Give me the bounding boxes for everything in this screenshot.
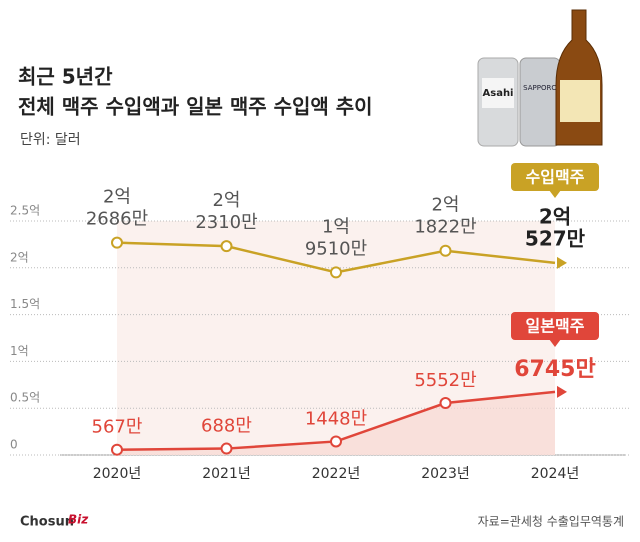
- value-label: 527만: [525, 226, 586, 250]
- x-tick-label: 2023년: [421, 466, 470, 482]
- legend-pointer: [549, 190, 561, 198]
- beer-illustration: Asahi SAPPORO: [477, 9, 603, 147]
- x-tick-label: 2021년: [202, 466, 251, 482]
- logo: Chosun: [20, 515, 74, 530]
- y-tick-label: 1.5억: [10, 297, 40, 311]
- marker: [111, 443, 123, 456]
- marker: [439, 397, 452, 410]
- y-tick-label: 0: [10, 438, 18, 452]
- svg-text:Asahi: Asahi: [483, 88, 514, 99]
- subtitle: 단위: 달러: [20, 132, 81, 148]
- legend-box: [511, 312, 599, 340]
- marker: [220, 240, 233, 253]
- value-label: 1822만: [414, 217, 476, 238]
- svg-text:SAPPORO: SAPPORO: [523, 84, 557, 92]
- logo: Biz: [68, 513, 89, 527]
- legend-label: 수입맥주: [526, 168, 585, 187]
- value-label: 688만: [201, 416, 252, 437]
- marker: [330, 266, 342, 279]
- value-label: 2억: [103, 187, 131, 208]
- value-label: 2억: [212, 190, 240, 211]
- marker: [557, 385, 567, 398]
- y-tick-label: 2.5억: [10, 204, 40, 218]
- y-tick-label: 0.5억: [10, 391, 40, 405]
- chart-title: 전체 맥주 수입액과 일본 맥주 수입액 추이: [18, 95, 373, 119]
- value-label: 2억: [539, 204, 571, 228]
- value-label: 9510만: [305, 238, 367, 259]
- legend-label: 일본맥주: [526, 317, 585, 336]
- value-label: 567만: [92, 417, 143, 438]
- source: 자료=관세청 수출입무역통계: [478, 515, 624, 529]
- value-label: 2686만: [86, 209, 148, 230]
- y-tick-label: 1억: [10, 344, 29, 358]
- x-tick-label: 2020년: [93, 466, 142, 482]
- value-label: 6745만: [514, 357, 595, 382]
- marker: [439, 244, 452, 257]
- x-tick-label: 2024년: [531, 466, 580, 482]
- legend-box: [511, 163, 599, 191]
- value-label: 5552만: [414, 370, 476, 391]
- marker: [111, 236, 123, 249]
- value-label: 2310만: [195, 212, 257, 233]
- value-label: 2억: [431, 195, 459, 216]
- marker: [330, 435, 342, 448]
- y-tick-label: 2억: [10, 250, 29, 264]
- legend-pointer: [549, 339, 561, 347]
- chart-title: 최근 5년간: [18, 65, 113, 89]
- x-tick-label: 2022년: [312, 466, 361, 482]
- marker: [557, 256, 567, 269]
- value-label: 1억: [322, 216, 350, 237]
- marker: [220, 442, 233, 455]
- value-label: 1448만: [305, 408, 367, 429]
